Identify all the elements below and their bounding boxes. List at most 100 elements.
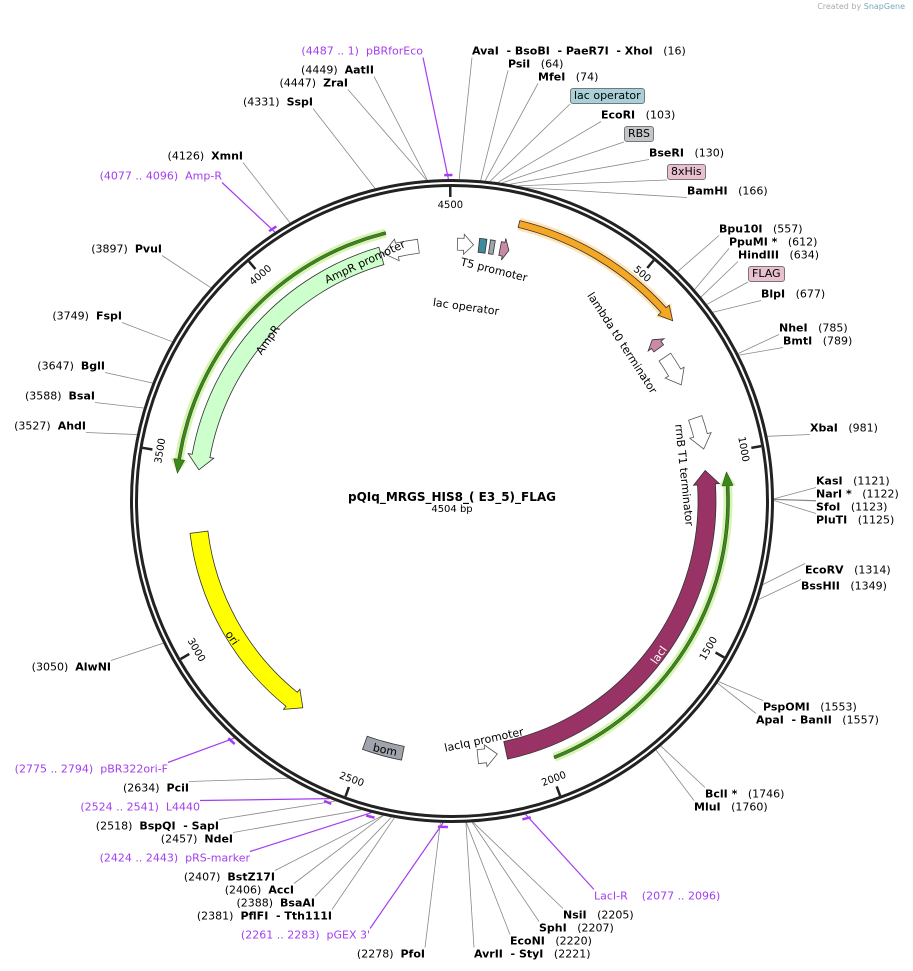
feature-laci-primer-arc-glow	[552, 471, 737, 762]
restriction-site-label[interactable]: AvrII - StyI (2221)	[474, 948, 590, 961]
enzyme-position: (2278)	[356, 947, 394, 961]
restriction-site-label[interactable]: EcoRV (1314)	[805, 564, 891, 577]
restriction-site-label[interactable]: BclI * (1746)	[705, 788, 784, 801]
restriction-site-label[interactable]: (2518) BspQI - SapI	[96, 820, 219, 833]
restriction-site-label[interactable]: PspOMI (1553)	[763, 701, 857, 714]
leader-line	[471, 822, 540, 922]
restriction-site-label[interactable]: (2381) PflFI - Tth111I	[197, 910, 332, 923]
credit-prefix: Created by	[817, 2, 862, 11]
restriction-site-label[interactable]: BssHII (1349)	[801, 580, 887, 593]
primer-label[interactable]: (2261 .. 2283) pGEX 3'	[241, 929, 370, 942]
restriction-site-label[interactable]: XbaI (981)	[810, 422, 878, 435]
primer-range: (2424 .. 2443)	[99, 851, 179, 865]
leader-line	[424, 822, 441, 948]
restriction-site-label[interactable]: Bpu10I (557)	[719, 223, 803, 236]
restriction-site-label[interactable]: ApaI - BanII (1557)	[756, 714, 879, 727]
restriction-site-label[interactable]: EcoRI (103)	[601, 109, 675, 122]
restriction-site-label[interactable]: SphI (2207)	[539, 922, 614, 935]
enzyme-position: (785)	[818, 321, 848, 335]
primer-label[interactable]: (4487 .. 1) pBRforEco	[301, 45, 423, 58]
restriction-site-label[interactable]: AvaI - BsoBI - PaeR7I - XhoI (16)	[472, 45, 686, 58]
enzyme-name: BsaAI	[280, 896, 315, 910]
leader-line	[706, 281, 749, 305]
restriction-site-label[interactable]: (2388) BsaAI	[236, 897, 315, 910]
restriction-site-label[interactable]: NarI * (1122)	[816, 488, 899, 501]
enzyme-position: (64)	[540, 57, 564, 71]
backbone-gap	[133, 182, 771, 820]
enzyme-position: (2388)	[236, 896, 274, 910]
restriction-site-label[interactable]: (4331) SspI	[243, 96, 313, 109]
restriction-site-label[interactable]: PsiI (64)	[508, 58, 563, 71]
leader-line	[694, 248, 730, 290]
restriction-site-label[interactable]: (2634) PciI	[123, 782, 189, 795]
enzyme-position: (1760)	[731, 800, 768, 814]
primer-label[interactable]: (4077 .. 4096) Amp-R	[100, 170, 222, 183]
tick-mark	[714, 651, 725, 659]
restriction-site-label[interactable]: MluI (1760)	[694, 801, 768, 814]
restriction-site-label[interactable]: NsiI (2205)	[563, 909, 634, 922]
tick-mark	[180, 652, 190, 661]
feature-t5-promoter	[456, 233, 475, 256]
leader-line	[221, 182, 276, 233]
leader-line	[501, 141, 625, 184]
leader-line	[484, 83, 539, 181]
leader-line	[465, 822, 475, 948]
restriction-site-label[interactable]: SfoI (1123)	[816, 501, 887, 514]
restriction-site-label[interactable]: MfeI (74)	[538, 71, 598, 84]
restriction-site-label[interactable]: NheI (785)	[779, 322, 848, 335]
feature-lambda-t0-terminator	[658, 352, 685, 386]
restriction-site-label[interactable]: (2406) AccI	[225, 884, 294, 897]
leader-line	[188, 777, 289, 782]
restriction-site-label[interactable]: BseRI (130)	[649, 147, 724, 160]
enzyme-position: (1314)	[854, 563, 891, 577]
restriction-site-label[interactable]: (3749) FspI	[52, 310, 122, 323]
leader-line	[718, 681, 764, 701]
primer-label[interactable]: (2424 .. 2443) pRS-marker	[100, 852, 250, 865]
restriction-site-label[interactable]: (4447) ZraI	[280, 77, 349, 90]
restriction-site-label[interactable]: BlpI (677)	[761, 288, 825, 301]
primer-label[interactable]: (2775 .. 2794) pBR322ori-F	[15, 763, 168, 776]
restriction-site-label[interactable]: (4126) XmnI	[168, 150, 243, 163]
feature-callout-flag[interactable]: FLAG	[748, 266, 785, 282]
restriction-site-label[interactable]: (3897) PvuI	[91, 243, 162, 256]
enzyme-name: BclI *	[705, 787, 738, 801]
restriction-site-label[interactable]: KasI (1121)	[816, 475, 890, 488]
restriction-site-label[interactable]: PpuMI * (612)	[729, 236, 817, 249]
enzyme-position: (1553)	[820, 700, 857, 714]
leader-line	[738, 334, 780, 354]
leader-line	[510, 159, 650, 185]
feature-callout-8xhis[interactable]: 8xHis	[667, 164, 706, 180]
enzyme-name: AvaI - BsoBI - PaeR7I - XhoI	[472, 44, 653, 58]
restriction-site-label[interactable]: (2407) BstZ17I	[184, 871, 275, 884]
tick-mark	[646, 259, 655, 269]
restriction-site-label[interactable]: PluTI (1125)	[816, 514, 894, 527]
restriction-site-label[interactable]: (3527) AhdI	[14, 420, 86, 433]
restriction-site-label[interactable]: BamHI (166)	[687, 185, 768, 198]
leader-line	[314, 816, 392, 897]
primer-name: pRS-marker	[185, 851, 250, 865]
leader-line	[104, 372, 153, 384]
enzyme-name: BlpI	[761, 287, 786, 301]
restriction-site-label[interactable]: HindIII (634)	[738, 249, 819, 262]
enzyme-position: (677)	[795, 287, 826, 301]
enzyme-position: (74)	[575, 70, 599, 84]
restriction-site-label[interactable]: (3588) BsaI	[25, 390, 95, 403]
restriction-site-label[interactable]: EcoNI (2220)	[510, 935, 592, 948]
feature-laci	[503, 469, 721, 760]
feature-callout-lac-operator[interactable]: lac operator	[570, 88, 645, 104]
tick-mark	[555, 785, 562, 797]
enzyme-position: (3588)	[24, 389, 62, 403]
enzyme-name: MfeI	[538, 70, 566, 84]
feature-callout-rbs[interactable]: RBS	[624, 126, 654, 142]
leader-line	[700, 261, 739, 298]
feature-track	[170, 173, 737, 829]
restriction-site-label[interactable]: (3647) BglI	[37, 360, 105, 373]
restriction-site-label[interactable]: (4449) AatII	[301, 64, 374, 77]
restriction-site-label[interactable]: (3050) AlwNI	[32, 661, 111, 674]
primer-label[interactable]: LacI-R (2077 .. 2096)	[594, 890, 720, 903]
restriction-site-label[interactable]: BmtI (789)	[783, 335, 852, 348]
primer-label[interactable]: (2524 .. 2541) L4440	[80, 801, 200, 814]
feature-ampr	[187, 246, 385, 471]
restriction-site-label[interactable]: (2457) NdeI	[161, 833, 233, 846]
restriction-site-label[interactable]: (2278) PfoI	[357, 948, 425, 961]
